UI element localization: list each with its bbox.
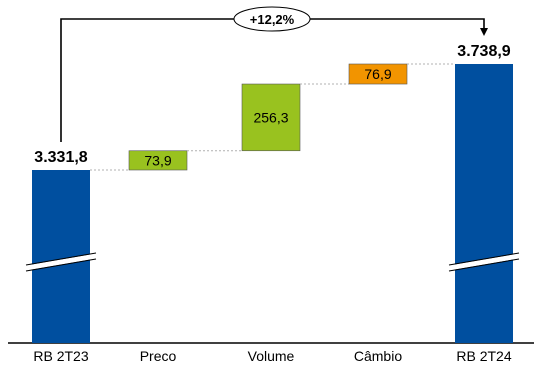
growth-oval	[233, 6, 311, 32]
growth-label: +12,2%	[250, 12, 295, 27]
category-label: Preco	[140, 348, 177, 364]
end-total-value-label: 3.738,9	[457, 43, 510, 60]
step-bar	[241, 83, 301, 152]
category-label: Câmbio	[354, 348, 402, 364]
start-total-break-line-top	[25, 252, 97, 266]
step-value-label: 76,9	[364, 66, 391, 82]
growth-arrow-head	[480, 28, 488, 36]
end-total-break-line-top	[448, 252, 520, 266]
category-label: Volume	[248, 348, 295, 364]
step-value-label: 256,3	[253, 109, 288, 125]
end-total-break-gap	[448, 253, 520, 271]
category-label: RB 2T24	[456, 348, 511, 364]
start-total-value-label: 3.331,8	[34, 149, 87, 166]
step-bar	[128, 150, 188, 171]
end-total-bar	[455, 64, 513, 343]
start-total-break-line-bottom	[25, 258, 97, 272]
category-label: RB 2T23	[33, 348, 88, 364]
step-bar	[348, 63, 408, 85]
end-total-break-line-bottom	[448, 258, 520, 272]
start-total-break-gap	[25, 253, 97, 271]
step-value-label: 73,9	[144, 152, 171, 168]
